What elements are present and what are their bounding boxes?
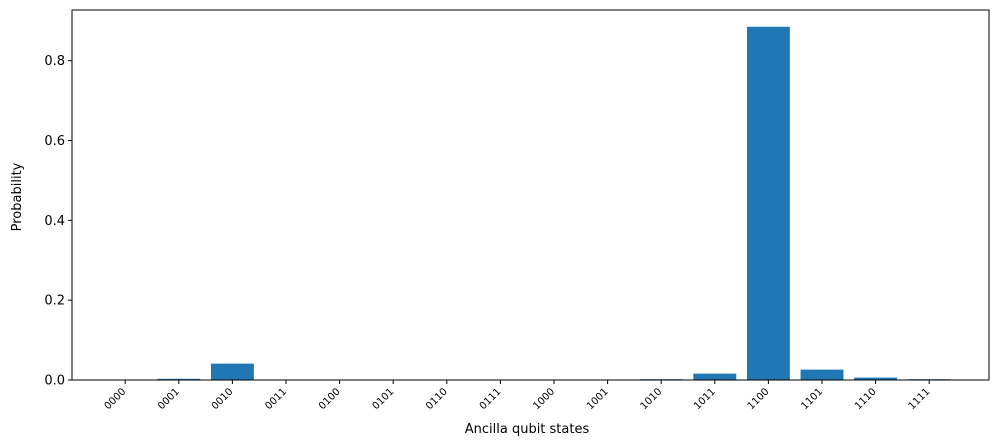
x-tick-label: 0100 [317, 386, 343, 412]
bar-0010 [210, 363, 254, 380]
x-tick-label: 0110 [424, 386, 450, 412]
bar-1110 [854, 377, 898, 380]
x-tick-label: 0000 [103, 386, 129, 412]
bars-layer [157, 26, 951, 380]
x-tick-label: 1110 [853, 386, 879, 412]
x-tick-label: 1000 [531, 386, 557, 412]
plot-frame [71, 9, 990, 381]
x-tick-label: 0001 [156, 386, 182, 412]
y-tick-label: 0.4 [44, 214, 65, 229]
x-tick-label: 1010 [639, 386, 665, 412]
y-axis-label: Probability [10, 162, 25, 231]
x-tick-label: 0111 [478, 386, 504, 412]
x-tick-label: 1001 [585, 386, 611, 412]
x-tick-label: 1011 [692, 386, 718, 412]
y-tick-label: 0.8 [44, 54, 65, 69]
x-ticks-layer: 0000 0001 0010 0011 0100 0101 0110 0111 1000 1001… [103, 380, 933, 412]
x-tick-label: 1111 [907, 386, 933, 412]
bar-1100 [746, 26, 790, 380]
x-tick-label: 0011 [263, 386, 289, 412]
x-tick-label: 1100 [746, 386, 772, 412]
bar-1101 [800, 369, 844, 380]
x-axis-label: Ancilla qubit states [465, 422, 590, 437]
y-tick-label: 0.6 [44, 134, 65, 149]
y-tick-label: 0.2 [44, 294, 65, 309]
x-tick-label: 0101 [371, 386, 397, 412]
y-tick-label: 0.0 [44, 374, 65, 389]
bar-1011 [693, 373, 737, 380]
bar-0001 [157, 378, 201, 380]
x-tick-label: 1101 [799, 386, 825, 412]
x-tick-label: 0010 [210, 386, 236, 412]
y-ticks-layer: 0.0 0.2 0.4 0.6 0.8 [44, 54, 72, 389]
